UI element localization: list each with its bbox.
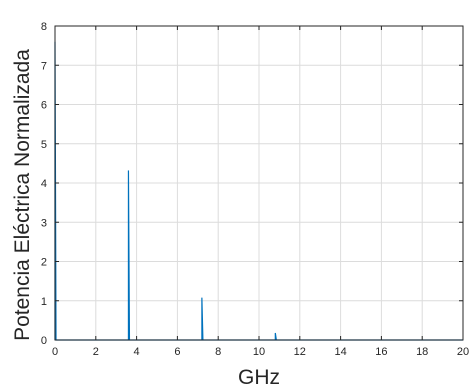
y-tick-label: 8 xyxy=(41,21,47,33)
x-tick-label: 6 xyxy=(174,346,180,358)
x-tick-label: 10 xyxy=(253,346,265,358)
y-tick-label: 3 xyxy=(41,217,47,229)
y-tick-label: 0 xyxy=(41,335,47,347)
y-tick-label: 1 xyxy=(41,296,47,308)
x-tick-label: 4 xyxy=(134,346,140,358)
grid xyxy=(54,25,464,341)
y-tick-label: 5 xyxy=(41,139,47,151)
y-tick-label: 6 xyxy=(41,100,47,112)
x-tick-label: 18 xyxy=(416,346,428,358)
y-axis-label: Potencia Eléctrica Normalizada xyxy=(11,49,34,341)
x-tick-label: 16 xyxy=(375,346,387,358)
x-tick-label: 20 xyxy=(457,346,469,358)
x-axis-label: GHz xyxy=(238,366,280,389)
x-tick-label: 14 xyxy=(334,346,346,358)
x-tick-label: 12 xyxy=(294,346,306,358)
y-tick-label: 2 xyxy=(41,257,47,269)
x-tick-label: 2 xyxy=(93,346,99,358)
x-tick-label: 0 xyxy=(52,346,58,358)
y-tick-label: 4 xyxy=(41,178,47,190)
y-tick-label: 7 xyxy=(41,60,47,72)
x-tick-label: 8 xyxy=(215,346,221,358)
